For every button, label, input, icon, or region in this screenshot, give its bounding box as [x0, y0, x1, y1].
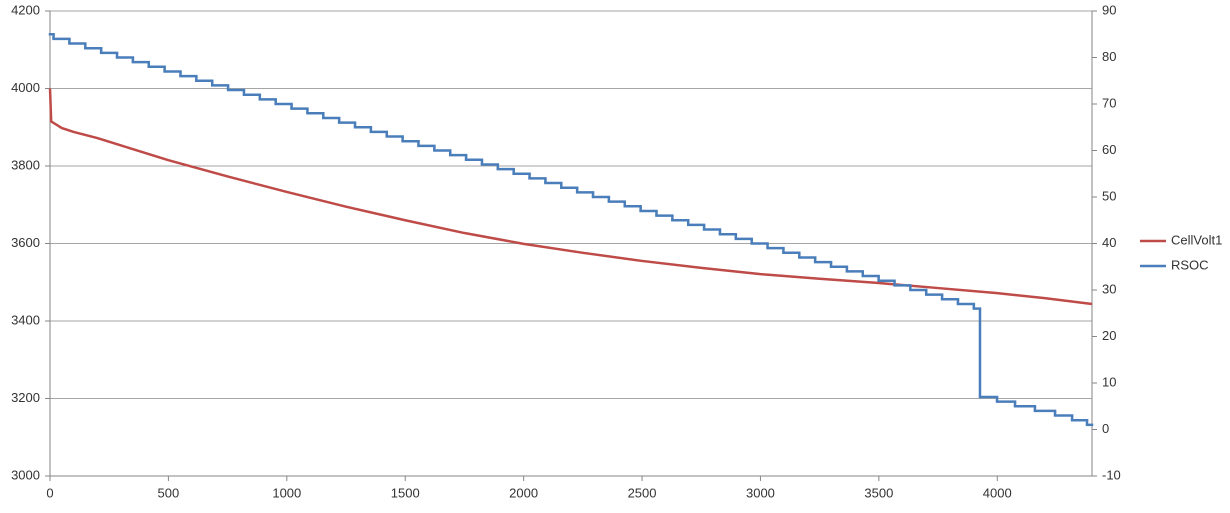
y2-tick-label: 70 — [1102, 95, 1116, 110]
legend-label: RSOC — [1171, 257, 1209, 272]
y2-tick-label: 10 — [1102, 374, 1116, 389]
y2-tick-label: 0 — [1102, 421, 1109, 436]
y-tick-label: 3800 — [11, 157, 40, 172]
y-tick-label: 4200 — [11, 2, 40, 17]
legend-label: CellVolt1 — [1171, 232, 1222, 247]
y2-tick-label: 20 — [1102, 328, 1116, 343]
y2-tick-label: 30 — [1102, 281, 1116, 296]
y-tick-label: 3600 — [11, 235, 40, 250]
x-tick-label: 0 — [46, 485, 53, 500]
y2-tick-label: 50 — [1102, 188, 1116, 203]
y2-tick-label: 80 — [1102, 49, 1116, 64]
x-tick-label: 500 — [158, 485, 180, 500]
x-tick-label: 1500 — [391, 485, 420, 500]
y-tick-label: 3000 — [11, 467, 40, 482]
y2-tick-label: -10 — [1102, 467, 1121, 482]
line-series — [48, 88, 1093, 306]
y-tick-label: 3400 — [11, 312, 40, 327]
y-tick-label: 3200 — [11, 390, 40, 405]
x-tick-label: 3000 — [746, 485, 775, 500]
y2-tick-label: 90 — [1102, 2, 1116, 17]
x-tick-label: 3500 — [864, 485, 893, 500]
y-tick-label: 4000 — [11, 80, 40, 95]
x-tick-label: 2000 — [509, 485, 538, 500]
y2-tick-label: 60 — [1102, 142, 1116, 157]
x-tick-label: 2500 — [628, 485, 657, 500]
x-tick-label: 4000 — [983, 485, 1012, 500]
y2-tick-label: 40 — [1102, 235, 1116, 250]
x-tick-label: 1000 — [272, 485, 301, 500]
